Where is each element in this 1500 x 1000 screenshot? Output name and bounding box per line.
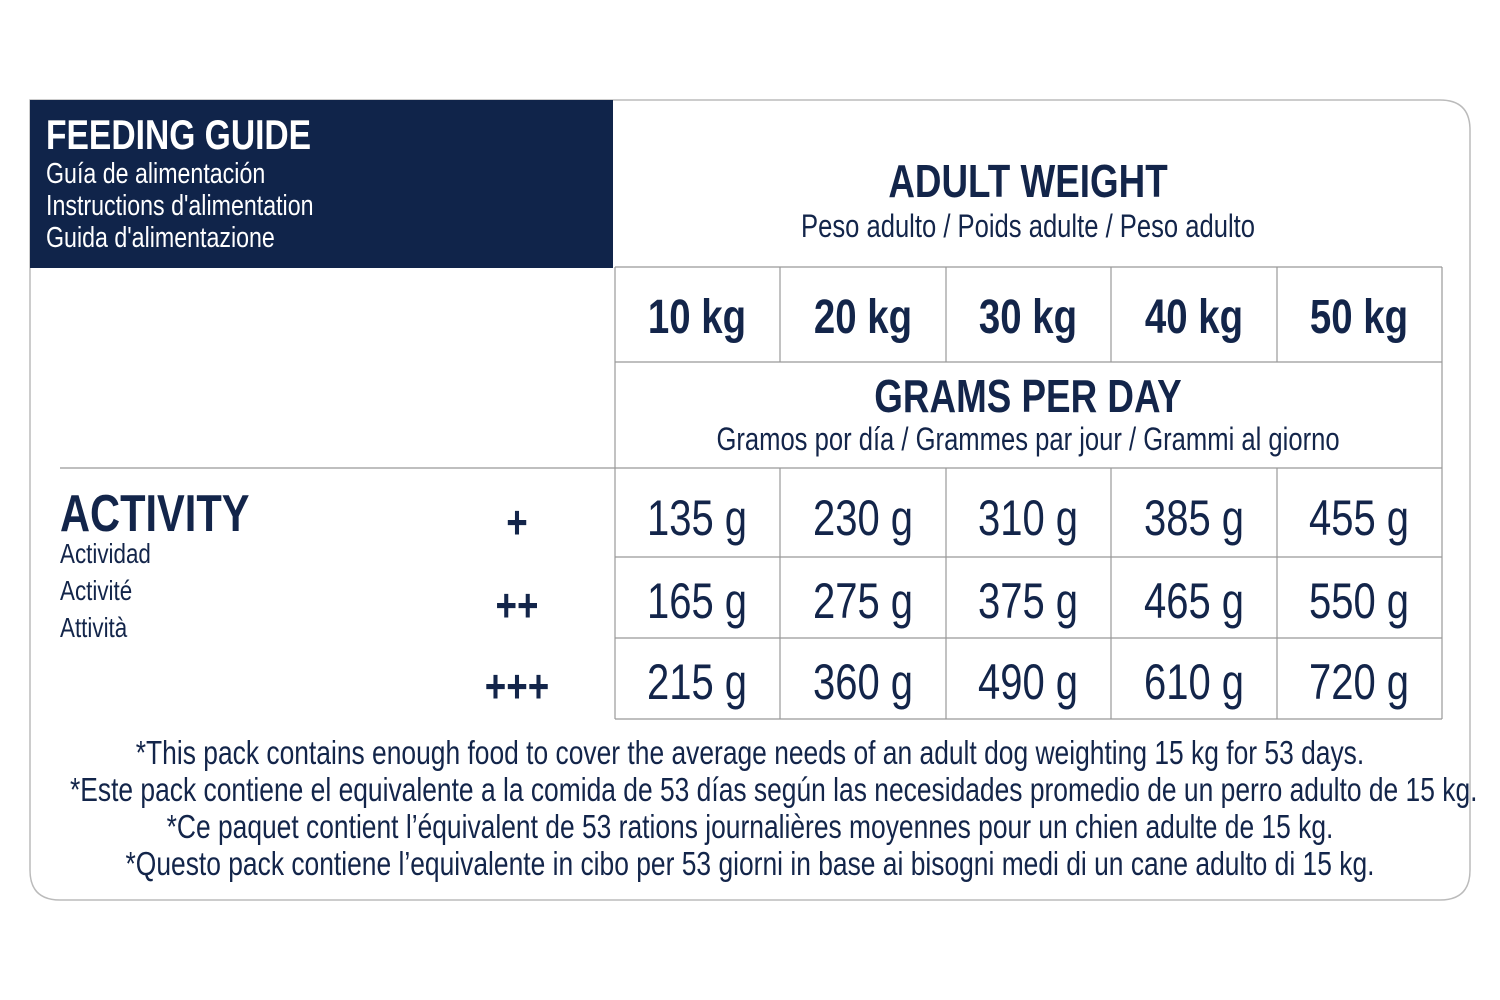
weight-label: 40 kg — [1144, 291, 1244, 344]
grams-cell: 135 g — [646, 490, 748, 546]
grams-cell: 465 g — [1143, 573, 1245, 629]
table-grid — [60, 266, 1443, 720]
grams-cell: 490 g — [977, 654, 1079, 710]
grams-cell: 610 g — [1143, 654, 1245, 710]
footnote: *Ce paquet contient l’équivalent de 53 r… — [166, 808, 1334, 845]
grams-cell: 375 g — [977, 573, 1079, 629]
header-title: FEEDING GUIDE — [46, 111, 312, 158]
amount-subtitle: Gramos por día / Grammes par jour / Gram… — [716, 421, 1340, 457]
footnote: *This pack contains enough food to cover… — [135, 734, 1365, 771]
activity-level: + — [506, 496, 528, 548]
activity-title: ACTIVITY — [60, 485, 250, 543]
header-subtitle: Instructions d'alimentation — [46, 190, 314, 222]
grams-cell: 165 g — [646, 573, 748, 629]
activity-level: +++ — [484, 660, 550, 712]
weight-label: 20 kg — [813, 291, 913, 344]
grams-cell: 550 g — [1308, 573, 1410, 629]
header-subtitle: Guía de alimentación — [46, 158, 266, 190]
header-subtitle: Guida d'alimentazione — [46, 222, 275, 254]
footnote: *Questo pack contiene l’equivalente in c… — [125, 845, 1375, 882]
weight-title: ADULT WEIGHT — [888, 155, 1168, 207]
grams-cell: 230 g — [812, 490, 914, 546]
amount-title: GRAMS PER DAY — [874, 370, 1182, 422]
header-box — [30, 100, 613, 268]
weight-subtitle: Peso adulto / Poids adulte / Peso adulto — [801, 208, 1255, 244]
grams-cell: 720 g — [1308, 654, 1410, 710]
border — [29, 99, 1471, 901]
grams-cell: 275 g — [812, 573, 914, 629]
activity-subtitle: Activité — [60, 575, 133, 606]
weight-label: 30 kg — [978, 291, 1078, 344]
grams-cell: 215 g — [646, 654, 748, 710]
weight-label: 50 kg — [1309, 291, 1409, 344]
activity-subtitle: Actividad — [60, 538, 151, 569]
footnote: *Este pack contiene el equivalente a la … — [70, 771, 1478, 808]
grams-cell: 385 g — [1143, 490, 1245, 546]
grams-cell: 360 g — [812, 654, 914, 710]
grams-cell: 455 g — [1308, 490, 1410, 546]
grams-cell: 310 g — [977, 490, 1079, 546]
activity-level: ++ — [495, 579, 539, 631]
activity-subtitle: Attività — [60, 612, 128, 643]
weight-label: 10 kg — [647, 291, 747, 344]
